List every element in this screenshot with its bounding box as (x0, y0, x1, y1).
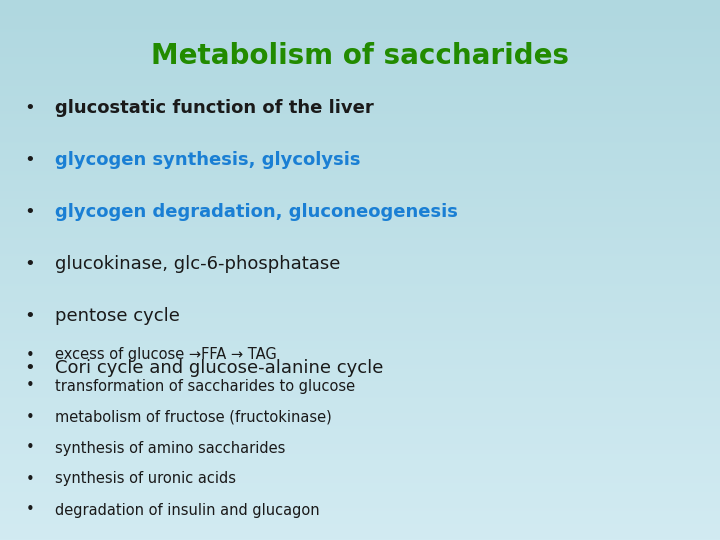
Text: degradation of insulin and glucagon: degradation of insulin and glucagon (55, 503, 320, 517)
Text: •: • (24, 255, 35, 273)
Text: pentose cycle: pentose cycle (55, 307, 180, 325)
Text: •: • (24, 203, 35, 221)
Text: •: • (24, 151, 35, 169)
Text: excess of glucose →FFA → TAG: excess of glucose →FFA → TAG (55, 348, 276, 362)
Text: •: • (26, 503, 35, 517)
Text: •: • (26, 409, 35, 424)
Text: •: • (24, 99, 35, 117)
Text: •: • (26, 379, 35, 394)
Text: Metabolism of saccharides: Metabolism of saccharides (151, 42, 569, 70)
Text: glucokinase, glc-6-phosphatase: glucokinase, glc-6-phosphatase (55, 255, 341, 273)
Text: synthesis of uronic acids: synthesis of uronic acids (55, 471, 236, 487)
Text: glycogen degradation, gluconeogenesis: glycogen degradation, gluconeogenesis (55, 203, 458, 221)
Text: glycogen synthesis, glycolysis: glycogen synthesis, glycolysis (55, 151, 361, 169)
Text: transformation of saccharides to glucose: transformation of saccharides to glucose (55, 379, 355, 394)
Text: •: • (26, 348, 35, 362)
Text: •: • (24, 307, 35, 325)
Text: Cori cycle and glucose-alanine cycle: Cori cycle and glucose-alanine cycle (55, 359, 383, 377)
Text: •: • (26, 471, 35, 487)
Text: metabolism of fructose (fructokinase): metabolism of fructose (fructokinase) (55, 409, 332, 424)
Text: •: • (26, 441, 35, 456)
Text: •: • (24, 359, 35, 377)
Text: synthesis of amino saccharides: synthesis of amino saccharides (55, 441, 285, 456)
Text: glucostatic function of the liver: glucostatic function of the liver (55, 99, 374, 117)
